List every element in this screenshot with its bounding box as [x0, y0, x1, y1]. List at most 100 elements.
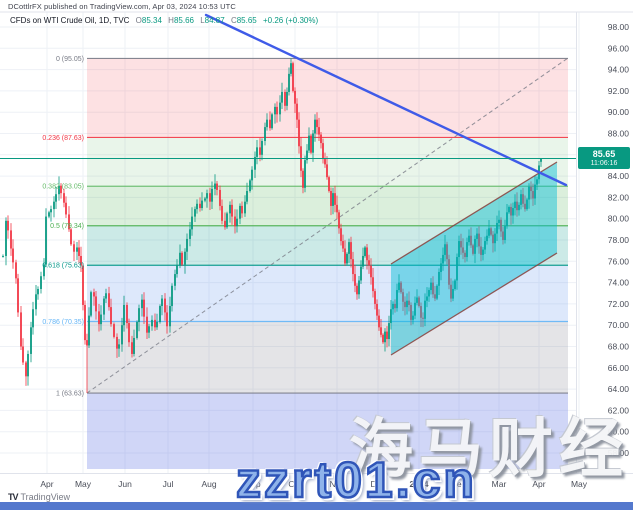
candle-body: [360, 266, 362, 281]
candle-body: [22, 346, 24, 363]
price-tick-label: 90.00: [608, 107, 630, 117]
time-tick-label: Oct: [288, 479, 302, 489]
candle-body: [478, 233, 480, 247]
candle-body: [340, 228, 342, 242]
candle-body: [231, 204, 233, 217]
last-price-axis-label[interactable]: 85.65 11:06:16: [578, 147, 630, 169]
close-label: C: [230, 16, 237, 25]
candle-body: [516, 201, 518, 211]
time-tick-label: Jul: [163, 479, 174, 489]
candle-body: [271, 114, 273, 129]
candle-body: [251, 169, 253, 181]
candle-body: [269, 119, 271, 129]
candle-body: [166, 312, 168, 327]
candle-body: [78, 247, 80, 256]
candle-body: [492, 234, 494, 244]
candle-body: [88, 315, 90, 346]
candle-body: [108, 293, 110, 308]
symbol-legend[interactable]: CFDs on WTI Crude Oil, 1D, TVC O85.34 H8…: [10, 16, 318, 25]
candle-body: [90, 292, 92, 316]
parallel-channel-lower-line: [390, 252, 558, 356]
candle-body: [432, 282, 434, 295]
candle-body: [470, 235, 472, 246]
candle-body: [266, 119, 268, 128]
candle-body: [376, 303, 378, 316]
candle-body: [486, 235, 488, 242]
candle-body: [348, 242, 350, 254]
candle-body: [126, 304, 128, 324]
candle-body: [306, 150, 308, 161]
candle-body: [398, 282, 400, 291]
candle-body: [286, 91, 288, 106]
candle-body: [504, 226, 506, 240]
candle-body: [214, 183, 216, 189]
candle-body: [396, 290, 398, 309]
candle-body: [17, 278, 19, 313]
candle-body: [318, 127, 320, 135]
candle-body: [133, 337, 135, 354]
candle-body: [196, 203, 198, 210]
candle-body: [68, 214, 70, 230]
candle-body: [508, 206, 510, 213]
candle-body: [298, 119, 300, 147]
candle-body: [244, 201, 246, 214]
candle-body: [221, 205, 223, 221]
candle-body: [281, 91, 283, 103]
candle-body: [156, 322, 158, 328]
candle-body: [466, 242, 468, 258]
candle-body: [474, 238, 476, 254]
candle-body: [522, 194, 524, 204]
change-value: +0.26 (+0.30%): [262, 16, 319, 25]
candle-body: [256, 147, 258, 157]
candle-body: [5, 220, 7, 256]
time-tick-label: Apr: [532, 479, 545, 489]
candle-body: [136, 322, 138, 338]
candle-body: [174, 274, 176, 286]
candle-body: [448, 259, 450, 285]
fib-level-label: 0.382 (83.05): [42, 184, 84, 191]
candle-body: [534, 184, 536, 199]
candle-body: [86, 340, 88, 346]
candle-body: [336, 204, 338, 213]
candle-body: [73, 244, 75, 252]
candle-body: [304, 160, 306, 188]
candle-body: [454, 280, 456, 289]
candle-body: [76, 247, 78, 252]
candle-body: [194, 209, 196, 217]
candle-body: [368, 260, 370, 266]
fib-band: [87, 321, 568, 394]
candle-body: [374, 291, 376, 304]
candle-body: [296, 103, 298, 120]
candle-body: [372, 277, 374, 292]
candle-body: [314, 119, 316, 134]
fib-level-label: 0.236 (87.63): [42, 135, 84, 142]
candle-body: [206, 193, 208, 199]
candle-body: [310, 135, 312, 153]
candle-body: [462, 247, 464, 253]
candle-body: [226, 213, 228, 228]
candle-body: [179, 252, 181, 266]
candle-body: [176, 265, 178, 275]
candle-body: [294, 90, 296, 104]
candle-body: [412, 315, 414, 320]
candle-body: [490, 228, 492, 235]
candle-body: [143, 299, 145, 317]
time-tick-label: Dec: [370, 479, 386, 489]
descending-trendline: [204, 13, 568, 187]
fib-band: [87, 137, 568, 187]
tradingview-logo[interactable]: TV TradingView: [8, 492, 70, 502]
candle-body: [418, 297, 420, 307]
candle-body: [254, 156, 256, 170]
parallel-channel-upper-line: [390, 161, 558, 265]
candle-body: [502, 231, 504, 240]
candle-body: [324, 159, 326, 165]
candle-body: [274, 106, 276, 115]
candle-body: [53, 201, 55, 210]
candle-body: [261, 140, 263, 155]
candle-body: [63, 193, 65, 203]
candle-body: [482, 249, 484, 255]
candle-body: [436, 285, 438, 299]
watermark-chinese: 海马财经: [349, 413, 629, 485]
candle-body: [500, 219, 502, 232]
